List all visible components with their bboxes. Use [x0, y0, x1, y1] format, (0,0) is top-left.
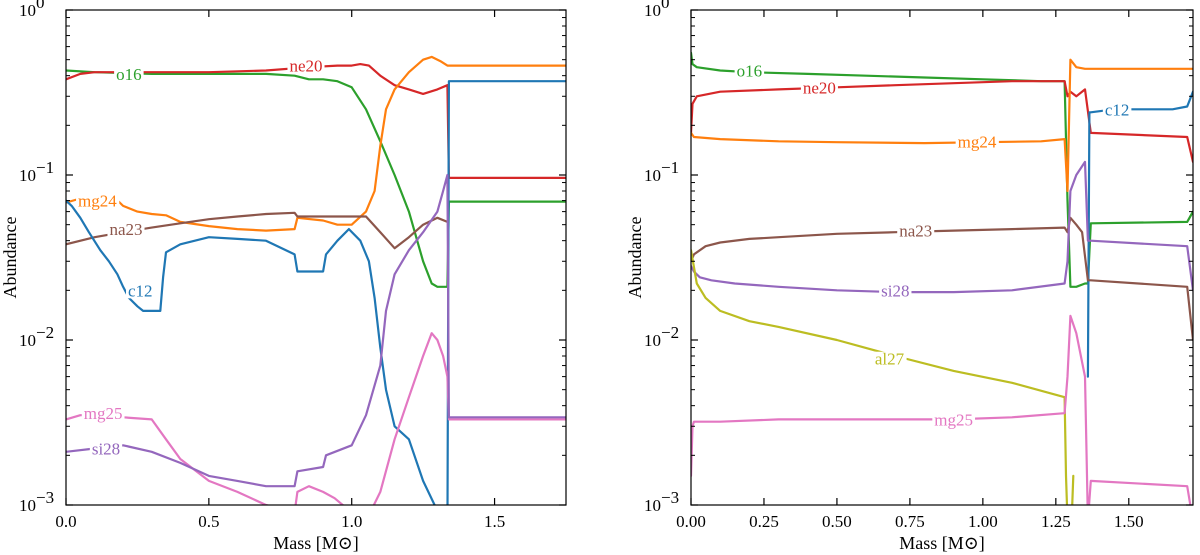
y-axis-label: Abundance	[625, 217, 645, 299]
x-axis-label: Mass [M⊙]	[273, 533, 359, 553]
series-line-mg24	[66, 55, 566, 232]
curve-label-ne20: ne20	[803, 78, 836, 97]
x-tick-label: 1.5	[484, 512, 505, 531]
y-tick-label: 10	[19, 331, 36, 350]
y-tick-label: 10	[644, 166, 661, 185]
x-tick-label: 1.25	[1041, 512, 1071, 531]
y-tick-exponent: 0	[36, 0, 45, 12]
chart-panel-1: o16 ne20mg24na23c12mg25si2810−310−210−110…	[0, 0, 567, 553]
curve-label-mg24: mg24	[958, 132, 997, 151]
x-tick-label: 0.25	[749, 512, 779, 531]
y-tick-label: 10	[644, 331, 661, 350]
curve-label-c12: c12	[1105, 100, 1130, 119]
plot-frame	[65, 9, 567, 506]
series-line-na23	[691, 216, 1193, 342]
curve-label-mg24: mg24	[78, 192, 117, 211]
x-tick-label: 1.00	[968, 512, 998, 531]
series-line-mg24	[691, 58, 1193, 193]
curve-label-o16: o16	[737, 61, 763, 80]
x-tick-label: 1.0	[341, 512, 362, 531]
series-line-si28	[691, 160, 1193, 294]
y-tick-exponent: −1	[36, 158, 54, 177]
y-tick-exponent: −1	[661, 158, 679, 177]
curve-label-mg25: mg25	[934, 410, 973, 429]
curve-label-na23: na23	[899, 222, 932, 241]
y-tick-label: 10	[19, 1, 36, 20]
chart-panel-2: o16ne20mg24c12na23si28al27mg2510−310−210…	[625, 0, 1194, 553]
curve-label-mg25: mg25	[84, 404, 123, 423]
y-tick-exponent: −2	[36, 323, 54, 342]
y-tick-exponent: −3	[661, 488, 679, 507]
y-axis-label: Abundance	[0, 217, 20, 299]
y-tick-label: 10	[19, 496, 36, 515]
series-line-mg25	[691, 314, 1192, 505]
curve-label-si28: si28	[92, 440, 120, 459]
series-line-c12	[66, 80, 566, 505]
x-tick-label: 0.0	[55, 512, 76, 531]
x-tick-label: 0.5	[198, 512, 219, 531]
curve-label-ne20: ne20	[289, 57, 322, 76]
x-tick-label: 0.50	[822, 512, 852, 531]
series-lines	[691, 51, 1193, 505]
x-tick-label: 0.00	[676, 512, 706, 531]
series-line-mg25	[66, 332, 566, 505]
curve-label-o16: o16	[116, 65, 142, 84]
curve-label-si28: si28	[881, 281, 909, 300]
series-line-ne20	[691, 80, 1193, 163]
x-axis-label: Mass [M⊙]	[899, 533, 985, 553]
series-line-ne20	[66, 62, 566, 179]
plot-frame	[690, 9, 1194, 506]
curve-label-c12: c12	[128, 281, 153, 300]
curve-label-na23: na23	[109, 220, 142, 239]
series-line-o16	[691, 51, 1193, 288]
x-tick-label: 1.50	[1114, 512, 1144, 531]
y-tick-exponent: −3	[36, 488, 54, 507]
series-line-na23	[66, 211, 449, 250]
series-lines	[66, 55, 566, 505]
y-tick-exponent: 0	[661, 0, 670, 12]
series-line-o16	[66, 69, 566, 288]
x-tick-label: 0.75	[895, 512, 925, 531]
series-line-si28	[66, 173, 566, 488]
curve-label-al27: al27	[875, 350, 905, 369]
y-tick-exponent: −2	[661, 323, 679, 342]
y-tick-label: 10	[19, 166, 36, 185]
y-tick-label: 10	[644, 1, 661, 20]
y-tick-label: 10	[644, 496, 661, 515]
